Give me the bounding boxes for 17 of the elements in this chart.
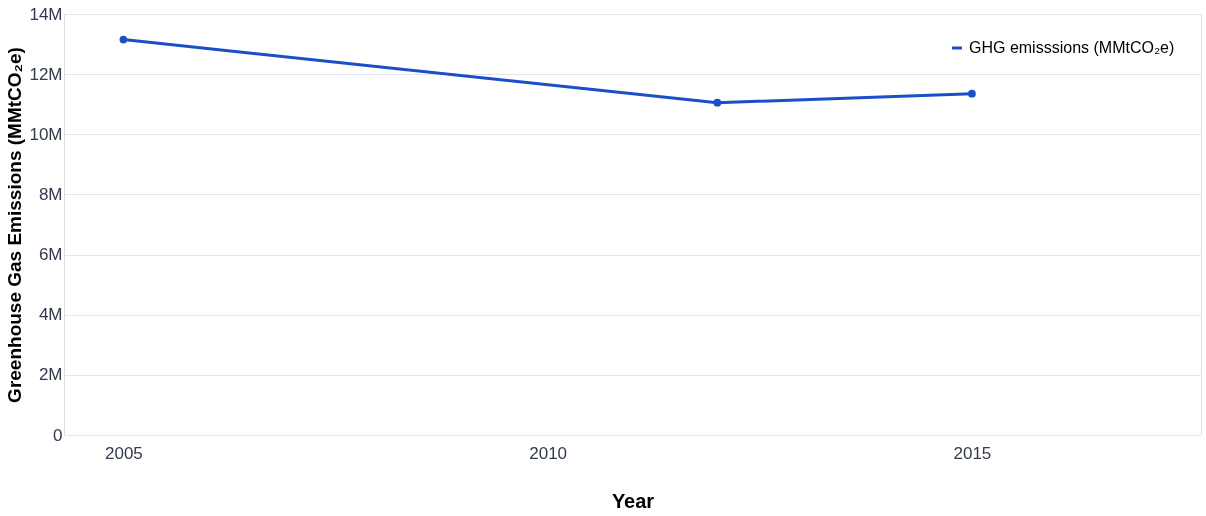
y-tick-label: 14M: [29, 4, 63, 24]
x-tick-label: 2010: [529, 443, 568, 463]
y-tick-label: 10M: [29, 124, 63, 144]
y-tick-label: 6M: [38, 245, 63, 265]
legend-label: GHG emisssions (MMtCO₂e): [969, 39, 1175, 56]
y-tick-label: 0: [53, 425, 63, 445]
point: [968, 89, 976, 98]
x-tick-label: 2015: [953, 443, 992, 463]
y-tick-label: 2M: [38, 365, 63, 385]
point: [119, 35, 128, 44]
point: [713, 98, 722, 107]
x-tick-label: 2005: [104, 443, 143, 463]
y-tick-label: 8M: [38, 184, 63, 204]
y-tick-label: 4M: [38, 305, 63, 325]
x-axis-title: Year: [611, 489, 655, 512]
y-axis-title: Greenhouse Gas Emissions (MMtCO₂e): [4, 47, 26, 403]
y-tick-label: 12M: [29, 64, 63, 84]
